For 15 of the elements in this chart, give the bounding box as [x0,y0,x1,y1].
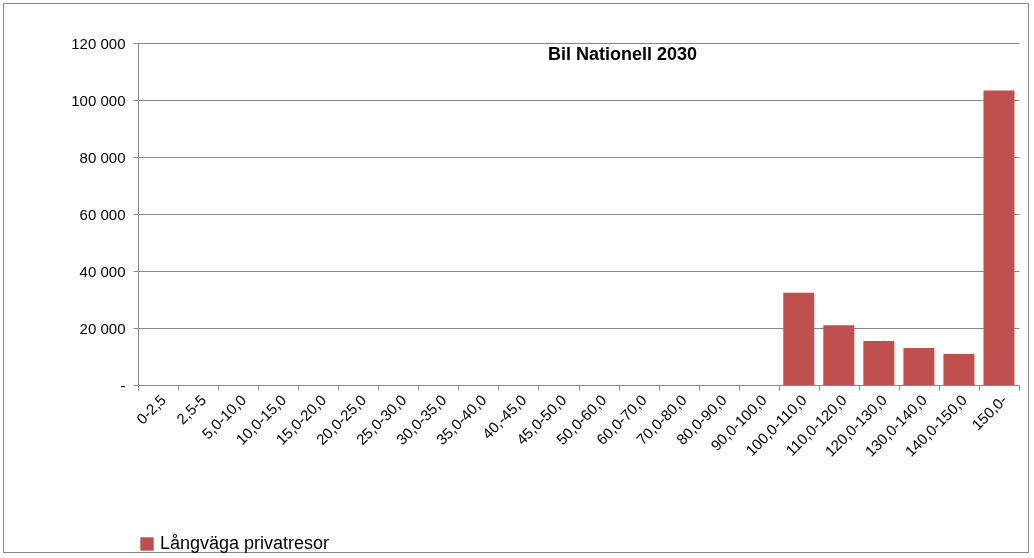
bar [783,292,815,385]
y-tick-label: 20 000 [79,319,126,337]
bar [863,341,895,385]
y-tick-label: - [120,376,126,394]
chart-title: Bil Nationell 2030 [548,44,698,64]
legend-label: Långväga privatresor [160,533,330,553]
y-tick-label: 40 000 [79,262,126,280]
bar [903,347,935,385]
bar [823,325,855,385]
y-tick-label: 80 000 [79,148,126,166]
y-tick-label: 100 000 [71,91,126,109]
bar [983,90,1015,385]
y-tick-label: 120 000 [71,34,126,52]
bar [943,353,975,385]
y-tick-label: 60 000 [79,205,126,223]
